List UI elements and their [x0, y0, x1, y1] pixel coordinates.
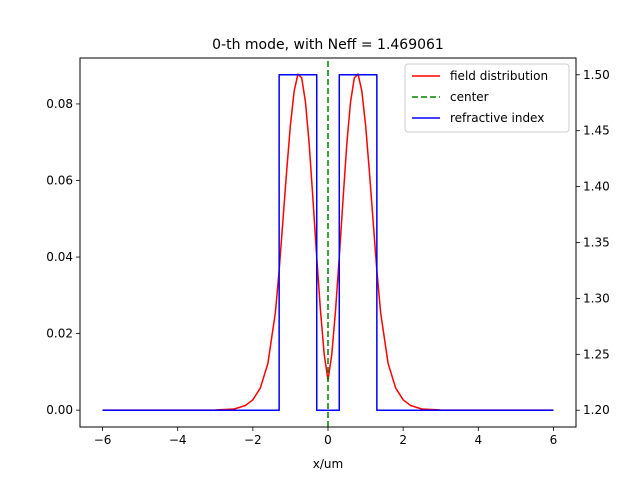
x-axis-label: x/um	[313, 457, 343, 471]
x-tick-label: −2	[244, 433, 262, 447]
y-right-tick-label: 1.45	[583, 124, 610, 138]
y-right-tick-label: 1.35	[583, 236, 610, 250]
legend-label: refractive index	[450, 111, 544, 125]
series-layer	[102, 58, 554, 427]
legend: field distribution center refractive index	[404, 63, 570, 133]
legend-label: center	[450, 90, 489, 104]
x-tick-label: 2	[399, 433, 407, 447]
y-right-tick-label: 1.50	[583, 68, 610, 82]
legend-frame	[404, 63, 570, 133]
chart-title: 0-th mode, with Neff = 1.469061	[212, 37, 444, 53]
y-right-tick-label: 1.40	[583, 180, 610, 194]
y-left-tick-label: 0.02	[46, 327, 73, 341]
y-left-tick-label: 0.00	[46, 403, 73, 417]
y-right-tick-label: 1.30	[583, 291, 610, 305]
y-left-tick-label: 0.06	[46, 173, 73, 187]
y-right-tick-label: 1.20	[583, 403, 610, 417]
x-tick-label: 6	[550, 433, 558, 447]
legend-label: field distribution	[450, 69, 548, 83]
x-tick-label: 4	[474, 433, 482, 447]
x-tick-label: 0	[324, 433, 332, 447]
x-axis: −6 −4 −2 0 2 4 6	[94, 427, 558, 447]
y-right-tick-label: 1.25	[583, 347, 610, 361]
x-tick-label: −6	[94, 433, 112, 447]
y-axis-left: 0.00 0.02 0.04 0.06 0.08	[46, 97, 80, 417]
series-line-refractive-index	[102, 74, 554, 411]
y-left-tick-label: 0.04	[46, 250, 73, 264]
y-axis-right: 1.20 1.25 1.30 1.35 1.40 1.45 1.50	[576, 68, 610, 417]
y-left-tick-label: 0.08	[46, 97, 73, 111]
x-tick-label: −4	[169, 433, 187, 447]
